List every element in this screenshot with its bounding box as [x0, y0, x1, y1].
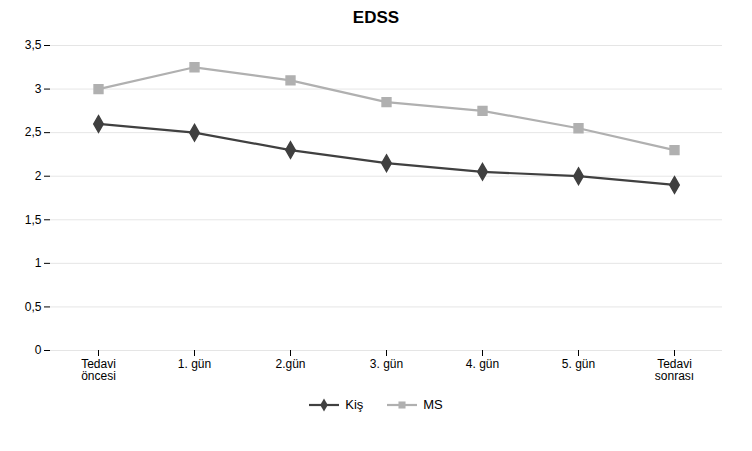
svg-text:0,5: 0,5 [25, 300, 42, 314]
svg-text:0: 0 [35, 343, 42, 357]
svg-text:2,5: 2,5 [25, 125, 42, 139]
svg-text:Tedaviöncesi: Tedaviöncesi [81, 357, 116, 383]
svg-text:1. gün: 1. gün [178, 357, 211, 371]
svg-text:4. gün: 4. gün [466, 357, 499, 371]
html-text:EDSS: EDSS [352, 8, 400, 27]
svg-text:2.gün: 2.gün [275, 357, 305, 371]
html-text:Kiş: Kiş [345, 397, 364, 412]
svg-text:3. gün: 3. gün [370, 357, 403, 371]
svg-text:3: 3 [35, 82, 42, 96]
svg-text:2: 2 [35, 169, 42, 183]
svg-text:1: 1 [35, 256, 42, 270]
html-text:MS: MS [423, 397, 443, 412]
svg-text:5. gün: 5. gün [562, 357, 595, 371]
svg-text:Tedavisonrası: Tedavisonrası [655, 357, 694, 383]
svg-text:3,5: 3,5 [25, 38, 42, 52]
svg-text:1,5: 1,5 [25, 213, 42, 227]
